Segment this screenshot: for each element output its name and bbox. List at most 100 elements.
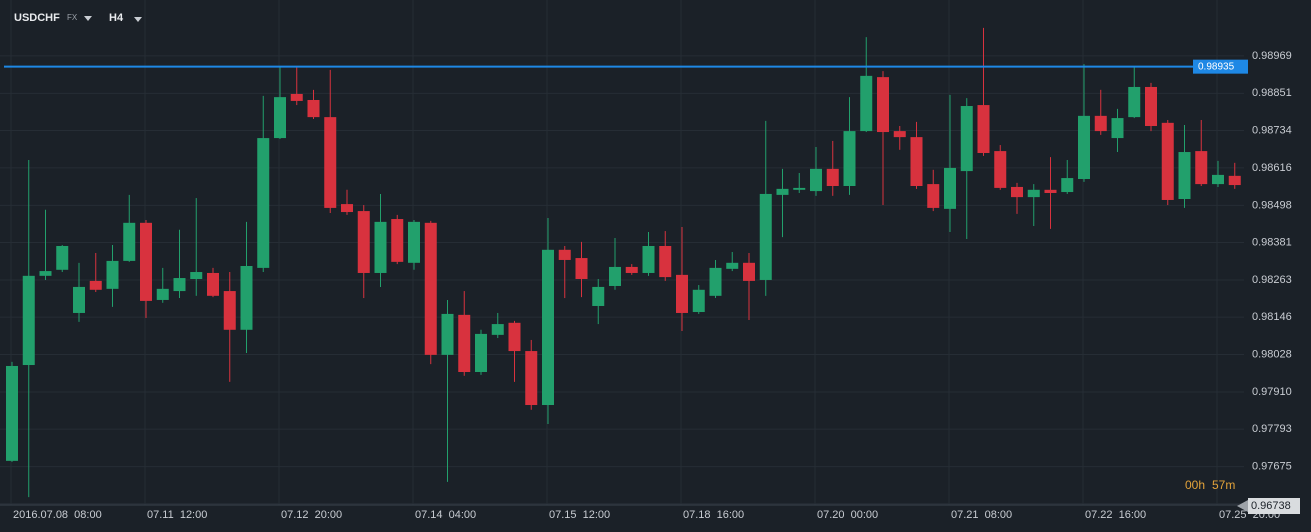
candle-body [726,262,739,269]
candle-body [1178,152,1191,200]
x-tick-label: 07.14 04:00 [415,509,476,521]
candle-body [793,187,806,190]
candle-body [1094,115,1107,132]
y-tick-label: 0.98616 [1252,162,1292,174]
x-tick-label: 07.12 20:00 [281,509,342,521]
candle-body [424,222,437,355]
candle-body [391,219,404,262]
candle-body [458,314,471,373]
candle-body [642,245,655,273]
candle-body [341,204,353,213]
candle-body [324,117,337,208]
candle-body [625,266,638,273]
candle-body [558,249,571,260]
candle-body [776,188,789,195]
candle-body [1044,189,1057,193]
candle-body [977,105,990,153]
y-tick-label: 0.97910 [1252,386,1292,398]
x-tick-label: 07.18 16:00 [683,509,744,521]
candle-body [307,99,320,118]
candle-body [877,77,889,133]
candle-body [1061,178,1074,193]
candle-body [676,274,688,313]
price-box [1248,498,1300,514]
line-label-box [1193,59,1248,74]
candle-body [1011,186,1023,198]
x-tick-label: 07.20 00:00 [817,509,878,521]
candle-body [207,272,219,296]
y-tick-label: 0.97793 [1252,423,1292,435]
x-tick-label: 2016.07.08 08:00 [13,509,102,521]
candle-body [223,291,236,330]
line-label: 0.98935 [1198,61,1235,72]
candle-body [1195,151,1208,185]
candle-body [743,262,755,281]
candle-body [575,258,588,280]
x-tick-label: 07.22 16:00 [1085,509,1146,521]
candle-body [994,151,1007,188]
candle-body [709,267,722,296]
dropdown-caret[interactable] [134,17,142,22]
countdown-hours: 00h [1185,478,1205,492]
candle-body [257,138,270,268]
candle-body [659,245,672,278]
x-tick-label: 07.21 08:00 [951,509,1012,521]
y-tick-label: 0.97675 [1252,460,1292,472]
candle-body [106,260,119,289]
candle-body [542,249,554,406]
candle-body [1228,175,1241,186]
candle-body [910,137,923,187]
candle-body [6,365,18,461]
candle-body [1078,115,1090,180]
candle-body [22,275,35,366]
candle-body [408,221,420,263]
candle-body [1027,189,1040,198]
x-tick-label: 07.11 12:00 [147,509,207,521]
candle-body [156,288,169,300]
candle-body [73,286,85,313]
plot [0,0,1244,506]
candle-body [357,211,370,273]
market: FX [67,13,78,22]
candle-body [441,313,454,355]
y-tick-label: 0.98263 [1252,274,1292,286]
candle-body [893,131,906,138]
dropdown-caret[interactable] [84,16,92,21]
candle-body [491,324,504,335]
candle-body [190,272,203,280]
candle-body [927,184,940,208]
candle-body [1212,174,1224,185]
candle-body [843,131,856,187]
candle-body [89,280,102,290]
candle-body [609,266,621,286]
candle-body [810,168,822,192]
candle-body [374,221,387,273]
candle-body [944,167,956,209]
candle-body [1145,86,1157,127]
y-tick-label: 0.98969 [1252,50,1292,62]
candle-body [1128,86,1141,118]
candle-body [173,278,186,292]
candle-body [592,286,605,306]
symbol[interactable]: USDCHF [14,12,60,24]
countdown-minutes: 57m [1212,478,1235,492]
candle-body [475,333,487,373]
candle-body [960,106,973,172]
y-tick-label: 0.98146 [1252,311,1292,323]
candle-body [525,351,538,406]
price-label: 0.96738 [1251,500,1291,512]
candle-body [56,245,69,270]
candle-body [1111,118,1124,139]
y-tick-label: 0.98734 [1252,124,1292,136]
candle-body [290,93,303,101]
x-tick-label: 07.15 12:00 [549,509,610,521]
timeframe[interactable]: H4 [109,12,124,24]
y-tick-label: 0.98851 [1252,87,1292,99]
candle-body [140,222,152,301]
candle-body [123,222,136,261]
candle-body [274,97,286,139]
candle-body [1161,122,1174,200]
y-tick-label: 0.98028 [1252,348,1292,360]
